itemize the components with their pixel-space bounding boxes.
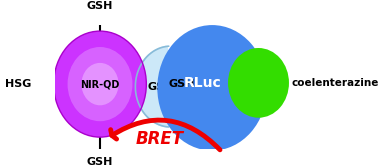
- Text: GSH: GSH: [87, 157, 113, 167]
- Text: GSH: GSH: [87, 1, 113, 11]
- Text: BRET: BRET: [136, 130, 184, 148]
- Text: NIR-QD: NIR-QD: [80, 79, 120, 89]
- Text: RLuc: RLuc: [184, 76, 221, 90]
- Text: GSH: GSH: [168, 79, 195, 89]
- Ellipse shape: [54, 31, 146, 137]
- Ellipse shape: [157, 25, 267, 151]
- Text: HSG: HSG: [5, 79, 32, 89]
- Ellipse shape: [68, 47, 132, 121]
- Ellipse shape: [228, 48, 289, 118]
- Text: coelenterazine: coelenterazine: [291, 78, 378, 88]
- Polygon shape: [168, 43, 209, 130]
- Text: GST: GST: [148, 82, 172, 92]
- Ellipse shape: [82, 63, 119, 105]
- Ellipse shape: [135, 46, 206, 127]
